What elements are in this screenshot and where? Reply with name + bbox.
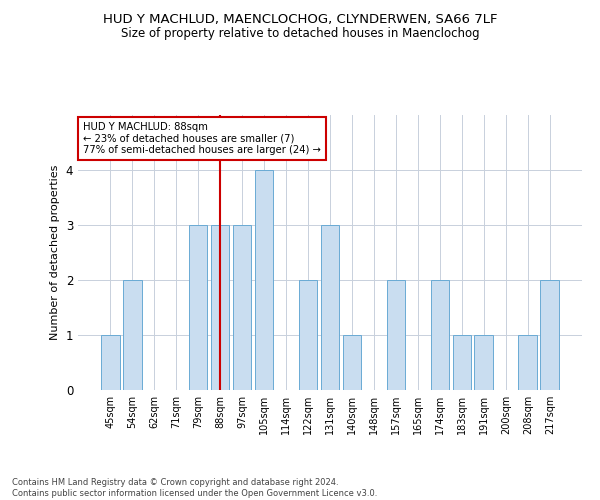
Bar (255, 170, 274, 390)
Bar (320, 225, 340, 390)
Bar (101, 335, 119, 390)
Text: Contains HM Land Registry data © Crown copyright and database right 2024.
Contai: Contains HM Land Registry data © Crown c… (12, 478, 377, 498)
Bar (233, 225, 251, 390)
Bar (431, 280, 449, 390)
Text: HUD Y MACHLUD, MAENCLOCHOG, CLYNDERWEN, SA66 7LF: HUD Y MACHLUD, MAENCLOCHOG, CLYNDERWEN, … (103, 12, 497, 26)
Bar (299, 280, 317, 390)
Text: HUD Y MACHLUD: 88sqm
← 23% of detached houses are smaller (7)
77% of semi-detach: HUD Y MACHLUD: 88sqm ← 23% of detached h… (83, 122, 321, 155)
Text: Size of property relative to detached houses in Maenclochog: Size of property relative to detached ho… (121, 28, 479, 40)
Bar (386, 280, 405, 390)
Bar (518, 335, 537, 390)
Bar (343, 335, 361, 390)
Bar (189, 225, 208, 390)
Bar (475, 335, 493, 390)
Bar (452, 335, 471, 390)
Bar (541, 280, 559, 390)
Bar (211, 225, 229, 390)
Y-axis label: Number of detached properties: Number of detached properties (50, 165, 60, 340)
Bar (123, 280, 142, 390)
